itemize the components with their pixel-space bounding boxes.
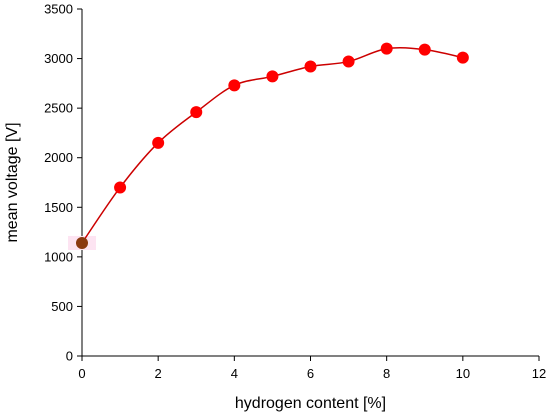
x-tick-label: 4: [231, 366, 238, 381]
data-point: [380, 42, 393, 55]
y-tick-label: 2500: [44, 101, 73, 116]
data-point: [190, 106, 203, 119]
series-layer: [76, 42, 469, 249]
y-tick-label: 2000: [44, 150, 73, 165]
y-tick-label: 3500: [44, 2, 73, 17]
data-point: [76, 236, 88, 249]
data-point: [114, 181, 127, 194]
data-point: [152, 136, 165, 149]
data-point: [418, 43, 431, 56]
y-tick-label: 1000: [44, 249, 73, 264]
data-point: [266, 70, 279, 83]
y-tick-label: 3000: [44, 51, 73, 66]
data-point: [228, 79, 241, 92]
x-tick-label: 10: [456, 366, 470, 381]
data-point: [342, 55, 355, 68]
ticks: 0 500 1000 1500 2000 2500 3000 3500 0 2 4 6 8 10 12: [44, 2, 546, 382]
x-tick-label: 6: [307, 366, 314, 381]
x-axis-title: hydrogen content [%]: [235, 395, 386, 412]
y-axis-title: mean voltage [V]: [4, 122, 21, 242]
y-tick-label: 500: [51, 299, 73, 314]
data-point: [456, 51, 469, 64]
data-point: [304, 60, 317, 73]
x-tick-label: 12: [532, 366, 546, 381]
x-tick-label: 2: [155, 366, 162, 381]
y-tick-label: 0: [66, 349, 73, 364]
x-tick-label: 0: [78, 366, 85, 381]
y-tick-label: 1500: [44, 200, 73, 215]
x-tick-label: 8: [383, 366, 390, 381]
